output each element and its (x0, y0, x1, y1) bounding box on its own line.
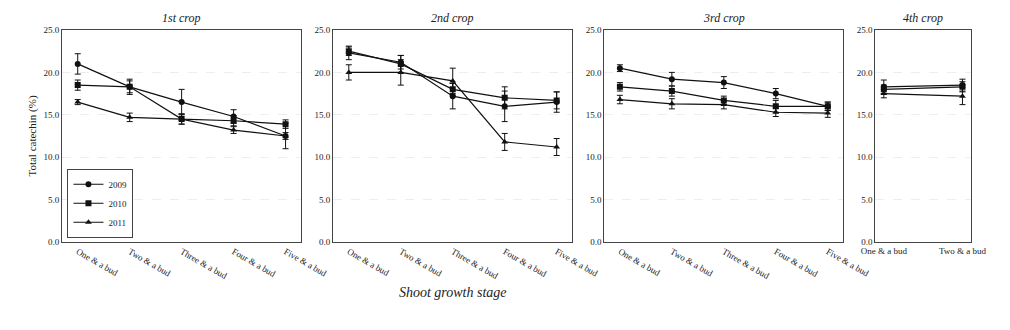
svg-text:Two & a bud: Two & a bud (939, 246, 987, 256)
svg-text:10.0: 10.0 (586, 152, 602, 162)
svg-text:20.0: 20.0 (315, 68, 331, 78)
svg-text:25.0: 25.0 (857, 25, 873, 35)
svg-text:Three & a bud: Three & a bud (178, 246, 229, 281)
svg-text:15.0: 15.0 (315, 110, 331, 120)
svg-text:One & a bud: One & a bud (861, 246, 908, 256)
svg-text:Two & a bud: Two & a bud (398, 246, 444, 278)
svg-text:25.0: 25.0 (315, 25, 331, 35)
svg-text:10.0: 10.0 (857, 152, 873, 162)
svg-text:Three & a bud: Three & a bud (449, 246, 500, 281)
svg-text:15.0: 15.0 (586, 110, 602, 120)
svg-text:Five & a bud: Five & a bud (282, 246, 328, 279)
svg-text:0.0: 0.0 (48, 237, 60, 247)
svg-text:4th crop: 4th crop (903, 11, 943, 25)
svg-text:Four & a bud: Four & a bud (501, 246, 548, 279)
svg-text:5.0: 5.0 (48, 195, 60, 205)
svg-text:3rd crop: 3rd crop (703, 11, 745, 25)
svg-text:10.0: 10.0 (43, 152, 59, 162)
svg-text:Five & a bud: Five & a bud (825, 246, 871, 279)
svg-text:2011: 2011 (108, 218, 126, 228)
svg-text:10.0: 10.0 (315, 152, 331, 162)
svg-text:One & a bud: One & a bud (74, 246, 119, 278)
svg-text:25.0: 25.0 (586, 25, 602, 35)
svg-text:15.0: 15.0 (43, 110, 59, 120)
svg-text:20.0: 20.0 (43, 68, 59, 78)
svg-text:Five & a bud: Five & a bud (553, 246, 599, 279)
svg-text:Two & a bud: Two & a bud (669, 246, 715, 278)
svg-text:Two & a bud: Two & a bud (126, 246, 172, 278)
svg-text:Shoot growth stage: Shoot growth stage (399, 285, 507, 300)
svg-text:One & a bud: One & a bud (346, 246, 391, 278)
svg-text:Four & a bud: Four & a bud (773, 246, 820, 279)
svg-text:25.0: 25.0 (43, 25, 59, 35)
svg-text:Four & a bud: Four & a bud (230, 246, 277, 279)
svg-text:One & a bud: One & a bud (617, 246, 662, 278)
svg-text:2nd crop: 2nd crop (431, 11, 474, 25)
svg-text:0.0: 0.0 (861, 237, 873, 247)
svg-text:Total catechin (%): Total catechin (%) (26, 95, 39, 176)
svg-text:2010: 2010 (108, 199, 127, 209)
svg-text:20.0: 20.0 (586, 68, 602, 78)
svg-text:1st crop: 1st crop (162, 11, 201, 25)
svg-text:Three & a bud: Three & a bud (721, 246, 772, 281)
svg-text:5.0: 5.0 (861, 195, 873, 205)
svg-text:0.0: 0.0 (319, 237, 331, 247)
svg-text:0.0: 0.0 (590, 237, 602, 247)
svg-text:2009: 2009 (108, 180, 127, 190)
svg-text:15.0: 15.0 (857, 110, 873, 120)
svg-text:5.0: 5.0 (590, 195, 602, 205)
svg-text:5.0: 5.0 (319, 195, 331, 205)
svg-text:20.0: 20.0 (857, 68, 873, 78)
